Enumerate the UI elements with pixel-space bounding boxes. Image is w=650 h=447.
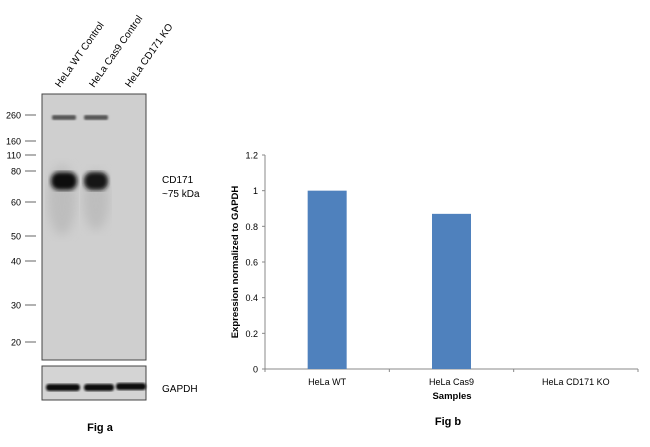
marker-label: 50 bbox=[11, 232, 21, 242]
x-axis-label: Samples bbox=[432, 391, 471, 402]
blot-membrane bbox=[41, 93, 147, 361]
y-tick-label: 1 bbox=[253, 186, 258, 196]
band-label: CD171 bbox=[162, 175, 194, 186]
y-tick-label: 1.2 bbox=[245, 151, 258, 161]
band-size-label: ~75 kDa bbox=[162, 189, 200, 200]
y-axis-label: Expression normalized to GAPDH bbox=[230, 186, 241, 339]
gapdh-blot bbox=[41, 365, 147, 401]
fig-a-caption: Fig a bbox=[87, 422, 114, 434]
marker-label: 30 bbox=[11, 301, 21, 311]
lane-labels: HeLa WT Control HeLa Cas9 Control HeLa C… bbox=[53, 14, 175, 90]
chart-title: Fig b bbox=[435, 416, 462, 428]
marker-label: 80 bbox=[11, 167, 21, 177]
loading-control-label: GAPDH bbox=[162, 384, 198, 395]
bar-chart: 0 0.2 0.4 0.6 0.8 1 1.2 HeLa WT HeLa Cas9 HeLa C… bbox=[230, 151, 639, 428]
x-tick-label: HeLa Cas9 bbox=[429, 377, 474, 387]
x-tick-label: HeLa WT bbox=[308, 377, 347, 387]
y-tick-label: 0.6 bbox=[245, 258, 258, 268]
y-tick-label: 0 bbox=[253, 365, 258, 375]
marker-label: 40 bbox=[11, 257, 21, 267]
western-blot-panel: HeLa WT Control HeLa Cas9 Control HeLa C… bbox=[6, 14, 200, 434]
y-axis: 0 0.2 0.4 0.6 0.8 1 1.2 bbox=[245, 151, 266, 375]
y-tick-label: 0.2 bbox=[245, 329, 258, 339]
marker-label: 160 bbox=[6, 137, 21, 147]
band-cd171-lane1 bbox=[51, 172, 77, 190]
y-tick-label: 0.4 bbox=[245, 293, 258, 303]
bar bbox=[307, 190, 347, 369]
bars bbox=[307, 190, 471, 369]
x-tick-label: HeLa CD171 KO bbox=[542, 377, 610, 387]
marker-label: 260 bbox=[6, 111, 21, 121]
y-tick-label: 0.8 bbox=[245, 222, 258, 232]
bar bbox=[432, 213, 471, 369]
band-cd171-lane2 bbox=[84, 172, 108, 190]
marker-label: 20 bbox=[11, 338, 21, 348]
x-axis: HeLa WT HeLa Cas9 HeLa CD171 KO bbox=[264, 368, 639, 387]
marker-label: 60 bbox=[11, 198, 21, 208]
mw-markers: 260 160 110 80 60 50 40 30 20 bbox=[6, 111, 36, 348]
marker-label: 110 bbox=[7, 151, 21, 161]
